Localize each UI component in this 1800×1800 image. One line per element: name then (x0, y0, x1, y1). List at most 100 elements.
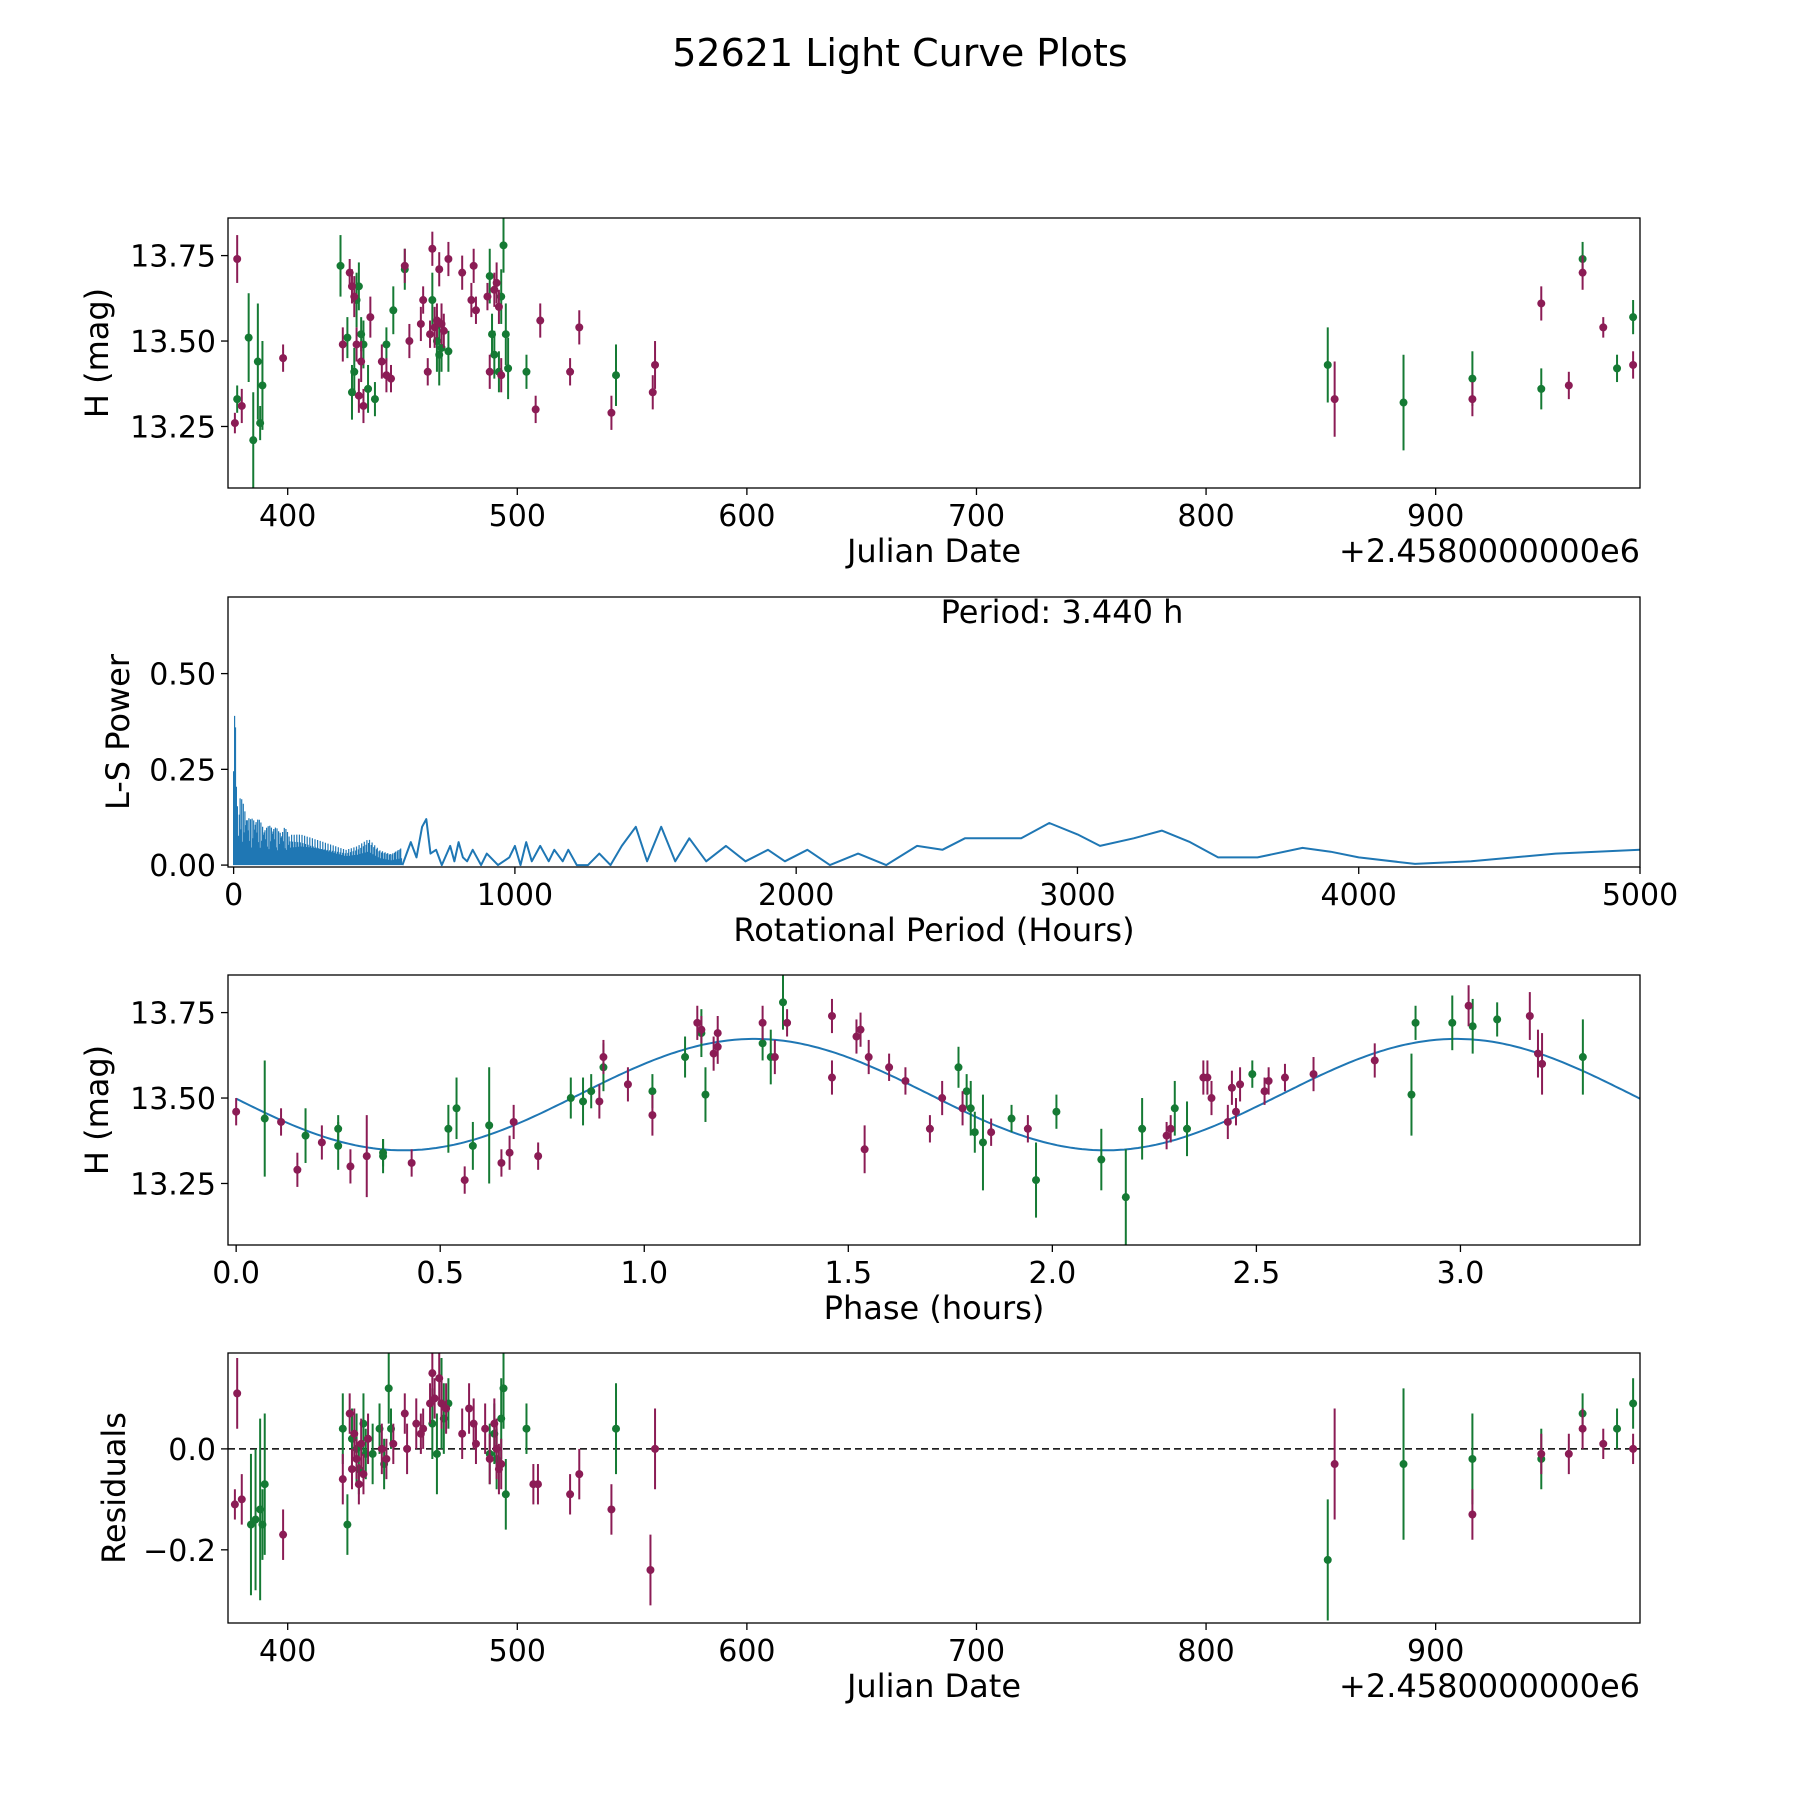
light-curve-magenta-point (494, 302, 503, 311)
residuals-magenta-point (1599, 1439, 1608, 1448)
light-curve-magenta-point (233, 255, 242, 264)
phased-curve-magenta-point (460, 1176, 469, 1185)
light-curve-green-point (522, 367, 531, 376)
phased-curve-xtick-label: 0.0 (212, 1256, 260, 1291)
phased-curve-green-point (962, 1087, 971, 1096)
residuals-xtick-label: 400 (259, 1634, 316, 1669)
phased-curve-magenta-point (1166, 1124, 1175, 1133)
light-curve-magenta-point (423, 367, 432, 376)
light-curve-green-point (428, 296, 437, 305)
phased-curve-ytick-label: 13.25 (130, 1167, 216, 1202)
light-curve-xtick-label: 700 (948, 499, 1005, 534)
residuals-magenta-point (646, 1566, 655, 1575)
light-curve-magenta-point (471, 306, 480, 315)
light-curve-xtick-label: 400 (259, 499, 316, 534)
light-curve-magenta-point (357, 357, 366, 366)
phased-curve-magenta-point (1223, 1117, 1232, 1126)
phased-curve-green-point (1032, 1176, 1041, 1185)
phased-curve-ylabel: H (mag) (78, 1045, 116, 1175)
light-curve-green-point (350, 367, 359, 376)
phased-curve-fit-line (235, 1037, 1640, 1152)
light-curve-magenta-point (416, 319, 425, 328)
phased-curve-green-point (978, 1138, 987, 1147)
light-curve-xtick-label: 800 (1177, 499, 1234, 534)
light-curve-green-point (389, 306, 398, 315)
light-curve-magenta-point (497, 371, 506, 380)
phased-curve-green-point (379, 1148, 388, 1157)
light-curve-green-point (233, 395, 242, 404)
residuals-magenta-point (575, 1470, 584, 1479)
light-curve-magenta-point (607, 408, 616, 417)
phased-curve-green-point (1097, 1155, 1106, 1164)
light-curve-magenta-point (483, 292, 492, 301)
light-curve-ytick-label: 13.75 (130, 240, 216, 275)
phased-curve-magenta-point (1370, 1056, 1379, 1065)
periodogram-xtick-label: 2000 (758, 878, 834, 913)
light-curve-xtick-label: 500 (489, 499, 546, 534)
figure-title: 52621 Light Curve Plots (672, 31, 1127, 75)
periodogram-ticks: 0 1000 2000 3000 4000 5000 0.00 0.25 0.50 (149, 658, 1678, 913)
phased-curve-magenta-point (1231, 1107, 1240, 1116)
light-curve-ticks: 400 500 600 700 800 900 13.25 13.50 13.75 (130, 240, 1464, 534)
periodogram-short-period-oscillations (233, 715, 403, 866)
light-curve-magenta-point (350, 292, 359, 301)
phased-curve-green-point (468, 1141, 477, 1150)
residuals-magenta-point (1564, 1449, 1573, 1458)
phased-curve-magenta-point (407, 1158, 416, 1167)
light-curve-magenta-point (458, 268, 467, 277)
light-curve-magenta-point (435, 265, 444, 274)
phased-curve-magenta-point (885, 1063, 894, 1072)
light-curve-magenta-point (377, 357, 386, 366)
residuals-green-point (501, 1490, 510, 1499)
phased-curve-green-point (1170, 1104, 1179, 1113)
phased-curve-magenta-point (860, 1145, 869, 1154)
phased-curve-magenta-point (1236, 1080, 1245, 1089)
residuals-magenta-point (382, 1454, 391, 1463)
residuals-marks (228, 1353, 1640, 1621)
residuals-magenta-point (350, 1429, 359, 1438)
phased-curve-green-point (452, 1104, 461, 1113)
residuals-panel: 400 500 600 700 800 900 −0.2 0.0 Julian Date Re… (95, 1352, 1641, 1705)
light-curve-green-point (499, 241, 508, 250)
phased-curve-green-point (970, 1128, 979, 1137)
phased-curve-magenta-point (1260, 1087, 1269, 1096)
light-curve-magenta-point (1599, 323, 1608, 332)
phased-curve-magenta-point (901, 1076, 910, 1085)
phased-curve-green-point (1411, 1018, 1420, 1027)
residuals-magenta-point (566, 1490, 575, 1499)
phased-curve-green-point (1007, 1114, 1016, 1123)
phased-curve-green-point (1248, 1070, 1257, 1079)
phased-curve-magenta-point (505, 1148, 514, 1157)
periodogram-xtick-label: 1000 (477, 878, 553, 913)
periodogram-xtick-label: 4000 (1321, 878, 1397, 913)
light-curve-magenta-point (387, 374, 396, 383)
phased-curve-magenta-point (534, 1152, 543, 1161)
residuals-magenta-point (1629, 1444, 1638, 1453)
light-curve-green-point (258, 381, 267, 390)
phased-curve-magenta-point (925, 1124, 934, 1133)
phased-curve-green-point (334, 1141, 343, 1150)
residuals-magenta-point (497, 1460, 506, 1469)
light-curve-magenta-point (648, 388, 657, 397)
light-curve-magenta-point (566, 367, 575, 376)
phased-curve-xtick-label: 2.5 (1233, 1256, 1281, 1291)
light-curve-marks (230, 218, 1638, 488)
phased-curve-xtick-label: 1.5 (824, 1256, 872, 1291)
light-curve-green-point (612, 371, 621, 380)
residuals-magenta-point (458, 1429, 467, 1438)
residuals-magenta-point (481, 1424, 490, 1433)
residuals-green-point (1613, 1424, 1622, 1433)
phased-curve-panel: 0.0 0.5 1.0 1.5 2.0 2.5 3.0 13.25 13.50 13.75 Pha… (78, 974, 1641, 1327)
light-curve-magenta-point (469, 261, 478, 270)
phased-curve-magenta-point (713, 1029, 722, 1038)
light-curve-green-point (1323, 360, 1332, 369)
phased-curve-green-point (1493, 1015, 1502, 1024)
residuals-offset-text: +2.4580000000e6 (1339, 1667, 1640, 1705)
light-curve-xtick-label: 600 (718, 499, 775, 534)
residuals-green-point (368, 1449, 377, 1458)
light-curve-offset-text: +2.4580000000e6 (1339, 532, 1640, 570)
residuals-green-point (1629, 1399, 1638, 1408)
light-curve-axes-frame (227, 217, 1641, 489)
phased-curve-magenta-point (693, 1018, 702, 1027)
